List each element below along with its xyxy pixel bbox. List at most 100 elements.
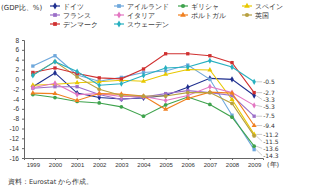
series-line [33, 92, 254, 125]
data-label: -11.2 [263, 131, 279, 138]
series-marker [164, 65, 168, 71]
y-tick-mark [22, 40, 24, 41]
legend-label: アイルランド [127, 3, 169, 11]
y-tick: 2 [15, 66, 24, 73]
y-tick-label: -12 [10, 135, 20, 142]
series-marker [207, 89, 212, 93]
series-marker [31, 72, 35, 78]
x-tick-mark [121, 158, 122, 160]
series-marker [230, 115, 234, 119]
series-marker [97, 101, 101, 105]
series-marker [119, 94, 123, 98]
legend-entry: フランス [50, 12, 91, 20]
series-marker [53, 54, 56, 57]
series-marker [31, 64, 34, 67]
x-tick-mark [144, 158, 145, 160]
series-line [33, 87, 254, 117]
y-axis-line [22, 41, 25, 159]
y-tick: -6 [13, 105, 24, 112]
x-tick: 2001 [71, 158, 85, 168]
legend-marker [53, 13, 57, 17]
series-marker [208, 58, 212, 64]
data-label: -7.5 [263, 112, 275, 119]
series-marker [208, 78, 211, 81]
series-marker [186, 64, 190, 70]
series-marker [53, 96, 57, 100]
x-tick-mark [254, 158, 255, 160]
x-tick-mark [166, 158, 167, 160]
series-marker [142, 72, 146, 78]
y-tick: -4 [13, 96, 24, 103]
y-tick-mark [22, 60, 24, 61]
legend-marker [245, 13, 249, 17]
x-tick-label: 2007 [204, 162, 218, 168]
y-tick-label: 2 [15, 66, 19, 73]
legend-entry: アイルランド [114, 3, 169, 11]
x-axis: 1999200020012002200320042005200620072008… [25, 158, 264, 168]
legend-entry: イタリア [114, 12, 155, 20]
series-marker [30, 90, 35, 94]
series-line [33, 56, 254, 150]
data-label: -14.3 [263, 152, 279, 159]
series-marker [208, 91, 211, 94]
y-tick-label: 0 [15, 76, 19, 83]
legend-entry: ギリシャ [178, 3, 219, 11]
x-tick-label: 2000 [49, 162, 63, 168]
legend-entry: スペイン [242, 3, 283, 11]
series-marker [75, 91, 79, 97]
series-marker [252, 115, 255, 118]
y-tick: -14 [10, 145, 24, 152]
series-marker [164, 103, 168, 107]
data-label: -3.3 [263, 96, 275, 103]
x-tick-label: 2009 [248, 162, 262, 168]
label-leader [256, 134, 262, 135]
legend-label: ポルトガル [191, 12, 226, 20]
x-tick: 2005 [159, 158, 173, 168]
y-tick-mark [22, 109, 24, 110]
series-marker [230, 61, 233, 64]
x-tick-mark [188, 158, 189, 160]
series-marker [53, 59, 57, 65]
x-tick: 2003 [115, 158, 129, 168]
x-tick-label: 2001 [71, 162, 85, 168]
legend-label: スペイン [255, 3, 283, 11]
series-marker [120, 81, 124, 87]
series-marker [52, 91, 57, 95]
x-tick-label: 2004 [137, 162, 151, 168]
series-marker [142, 94, 146, 98]
x-tick-label: 2002 [93, 162, 107, 168]
series-marker [119, 105, 123, 109]
series-marker [75, 80, 80, 84]
series-marker [252, 123, 257, 127]
legend-marker [53, 22, 57, 26]
legend-marker [117, 4, 121, 8]
y-tick-mark [22, 158, 24, 159]
series-marker [142, 93, 146, 99]
x-axis-line [25, 159, 264, 161]
y-tick-label: 6 [15, 46, 19, 53]
series-marker [142, 114, 146, 118]
y-tick: -2 [13, 86, 24, 93]
y-tick: -16 [10, 155, 24, 162]
series-marker [252, 144, 256, 148]
legend-label: ドイツ [63, 3, 84, 11]
x-tick: 2007 [204, 158, 218, 168]
series-line [33, 73, 254, 99]
y-tick: 8 [15, 37, 24, 44]
legend-label: 英国 [255, 12, 269, 20]
series-marker [252, 134, 256, 138]
y-tick-label: -16 [10, 155, 20, 162]
data-label: -5.3 [263, 103, 275, 110]
x-tick: 1999 [27, 158, 41, 168]
y-tick-mark [22, 70, 24, 71]
y-tick-mark [22, 99, 24, 100]
legend-label: デンマーク [63, 21, 98, 29]
series-marker [208, 91, 212, 95]
label-leader [256, 125, 262, 126]
series-marker [186, 52, 189, 55]
data-label: -9.4 [263, 122, 275, 129]
y-tick-mark [22, 129, 24, 130]
series-marker [163, 72, 168, 76]
series-marker [53, 80, 57, 86]
legend-entry: 英国 [242, 12, 269, 20]
